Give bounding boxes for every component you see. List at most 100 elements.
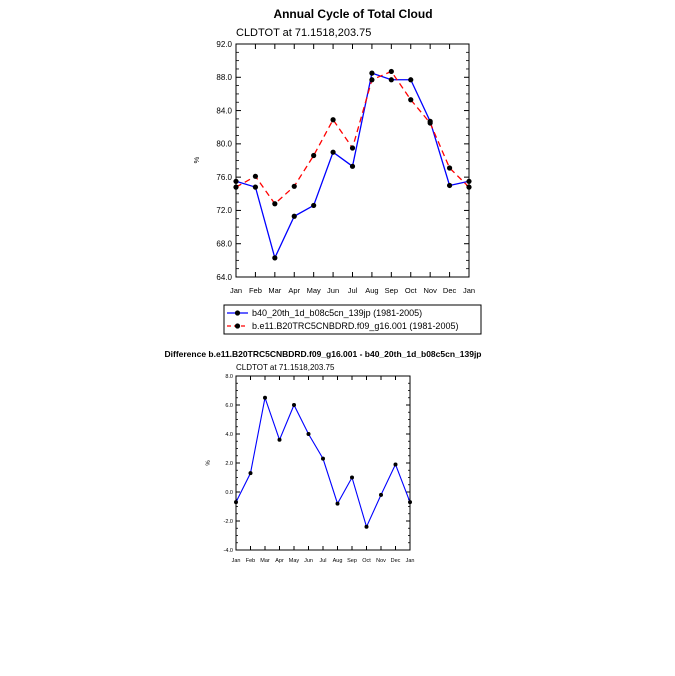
y-tick-label: 68.0 [216,240,232,249]
y-tick-label: 84.0 [216,106,232,115]
data-point [263,395,267,400]
data-point [349,145,356,151]
x-tick-label: Feb [249,286,262,295]
data-point [349,163,356,169]
data-point [311,152,317,159]
data-point [272,201,278,207]
x-tick-label: Jun [327,286,339,295]
x-tick-label: Oct [362,558,371,564]
x-tick-label: Oct [405,286,418,295]
data-point [350,475,354,480]
x-tick-label: May [307,286,321,295]
diff-chart-title: Difference b.e11.B20TRC5CNBDRD.f09_g16.0… [164,349,481,359]
diff-y-ticks: -4.0 -2.0 0.0 2.0 4.0 6.0 8.0 [224,374,410,554]
data-point [364,524,369,529]
x-tick-label: Jul [348,286,358,295]
data-point [393,462,398,467]
data-point [234,500,238,505]
y-tick-label: 64.0 [216,273,232,282]
data-point [306,432,311,436]
y-axis-label: % [192,156,201,163]
data-point [248,471,253,476]
y-tick-label: -4.0 [224,548,233,554]
data-point [388,68,394,75]
x-tick-label: Sep [347,558,357,564]
legend-marker-red [234,323,241,329]
data-point [446,182,453,189]
data-point [233,184,239,190]
legend-label-series2: b.e11.B20TRC5CNBDRD.f09_g16.001 (1981-20… [252,321,458,331]
x-tick-label: Feb [246,558,255,564]
chart-subtitle: CLDTOT at 71.1518,203.75 [236,27,371,39]
diff-y-axis-label: % [206,460,212,466]
data-point [233,178,239,184]
y-tick-label: 88.0 [216,73,232,82]
x-tick-label: Aug [365,286,378,295]
data-point [252,184,259,190]
data-point [330,117,336,123]
x-tick-label: Jan [232,558,241,564]
data-point [330,149,336,155]
x-tick-label: Mar [268,286,281,295]
x-tick-label: Apr [275,558,284,564]
data-point [427,120,433,126]
series-line [235,395,411,529]
data-point [272,255,278,261]
data-point [379,492,383,497]
legend: b40_20th_1d_b08c5cn_139jp (1981-2005) b.… [223,304,482,335]
data-point [408,77,414,83]
x-tick-label: Apr [288,286,300,295]
y-tick-label: 72.0 [216,206,232,215]
annual-cycle-chart: Annual Cycle of Total Cloud CLDTOT at 71… [192,7,482,335]
diff-chart-subtitle: CLDTOT at 71.1518,203.75 [236,363,335,372]
y-tick-label: 8.0 [225,374,233,380]
data-point [252,173,259,179]
y-tick-label: -2.0 [224,519,233,525]
y-ticks: 64.0 68.0 72.0 76.0 80.0 84.0 88.0 92.0 [216,40,469,282]
data-point [311,202,317,209]
x-tick-label: Jan [406,558,415,564]
y-tick-label: 6.0 [225,403,233,409]
data-point [291,213,297,219]
series-group [233,68,472,261]
legend-marker-blue [234,310,241,316]
x-tick-label: Nov [423,286,437,295]
y-tick-label: 4.0 [225,432,233,438]
data-point [321,456,325,461]
legend-label-series1: b40_20th_1d_b08c5cn_139jp (1981-2005) [252,308,422,318]
x-tick-label: Aug [333,558,343,564]
data-point [466,178,472,184]
series-line [235,70,470,205]
data-point [388,77,394,83]
y-tick-label: 0.0 [225,490,233,496]
data-point [408,97,414,103]
x-tick-label: May [289,558,300,564]
diff-plot-frame [235,375,411,551]
difference-chart: Difference b.e11.B20TRC5CNBDRD.f09_g16.0… [164,349,481,564]
diff-x-ticks: Jan Feb Mar Apr May Jun Jul Aug Sep Oct Nov Dec Jan [232,376,415,564]
data-point [466,184,472,190]
x-tick-label: Dec [443,286,457,295]
x-tick-label: Jan [463,286,475,295]
x-tick-label: Jan [230,286,242,295]
data-point [291,183,297,189]
legend-box [223,304,482,335]
x-tick-label: Jun [304,558,313,564]
x-tick-label: Mar [260,558,270,564]
chart-title: Annual Cycle of Total Cloud [273,7,432,21]
x-ticks: Jan Feb Mar Apr May Jun Jul Aug Sep Oct Nov Dec Jan [230,44,475,295]
data-point [446,165,453,171]
x-tick-label: Nov [376,558,386,564]
y-tick-label: 2.0 [225,461,233,467]
y-tick-label: 80.0 [216,140,232,149]
data-point [277,437,282,442]
data-point [369,77,375,83]
data-point [335,501,340,506]
y-tick-label: 76.0 [216,173,232,182]
x-tick-label: Sep [385,286,398,295]
x-tick-label: Jul [319,558,326,564]
data-point [369,70,375,76]
x-tick-label: Dec [391,558,401,564]
diff-series-group [234,395,412,529]
